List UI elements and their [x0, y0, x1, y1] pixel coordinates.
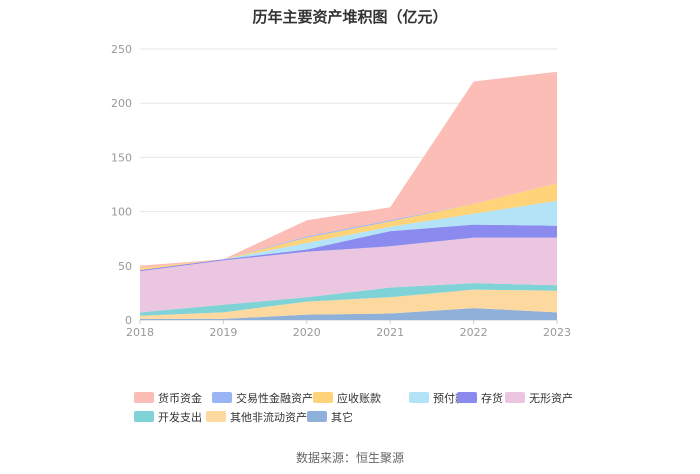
- legend-item: 交易性金融资产: [212, 391, 313, 405]
- area-series-group: [140, 71, 557, 320]
- legend-label: 货币资金: [158, 391, 202, 405]
- legend-label: 应收账款: [337, 391, 381, 405]
- x-tick-label: 2021: [376, 326, 404, 339]
- legend-item: 开发支出: [134, 410, 202, 424]
- x-tick-label: 2023: [543, 326, 571, 339]
- y-tick-label: 250: [111, 43, 132, 56]
- area-series-存货: [140, 224, 557, 272]
- legend-swatch: [212, 392, 232, 403]
- legend-item: 无形资产: [505, 391, 573, 405]
- y-tick-label: 50: [118, 260, 132, 273]
- legend-swatch: [206, 411, 226, 422]
- legend-item: 其它: [307, 410, 353, 424]
- y-tick-label: 0: [125, 314, 132, 327]
- area-series-无形资产: [140, 237, 557, 313]
- area-series-其他非流动资产: [140, 289, 557, 319]
- y-tick-label: 100: [111, 206, 132, 219]
- area-series-预付款项: [140, 200, 557, 271]
- legend-item: 其他非流动资产: [206, 410, 307, 424]
- legend-swatch: [313, 392, 333, 403]
- y-tick-label: 150: [111, 151, 132, 164]
- area-series-开发支出: [140, 283, 557, 316]
- legend-label: 交易性金融资产: [236, 391, 313, 405]
- legend-label: 无形资产: [529, 391, 573, 405]
- legend-label: 存货: [481, 391, 503, 405]
- area-series-其它: [140, 308, 557, 320]
- x-tick-label: 2022: [460, 326, 488, 339]
- legend-label: 其它: [331, 410, 353, 424]
- chart-title: 历年主要资产堆积图（亿元）: [252, 8, 448, 26]
- data-source: 数据来源：恒生聚源: [295, 451, 404, 465]
- legend-item: 应收账款: [313, 391, 381, 405]
- legend-item: 存货: [457, 391, 503, 405]
- x-tick-label: 2019: [209, 326, 237, 339]
- legend-swatch: [307, 411, 327, 422]
- y-tick-label: 200: [111, 97, 132, 110]
- area-series-货币资金: [140, 71, 557, 268]
- x-tick-label: 2020: [293, 326, 321, 339]
- x-tick-label: 2018: [126, 326, 154, 339]
- legend-label: 其他非流动资产: [230, 410, 307, 424]
- legend-swatch: [505, 392, 525, 403]
- legend-swatch: [134, 411, 154, 422]
- legend-swatch: [134, 392, 154, 403]
- legend-swatch: [457, 392, 477, 403]
- legend-item: 货币资金: [134, 391, 202, 405]
- legend-swatch: [409, 392, 429, 403]
- legend-label: 开发支出: [158, 410, 202, 424]
